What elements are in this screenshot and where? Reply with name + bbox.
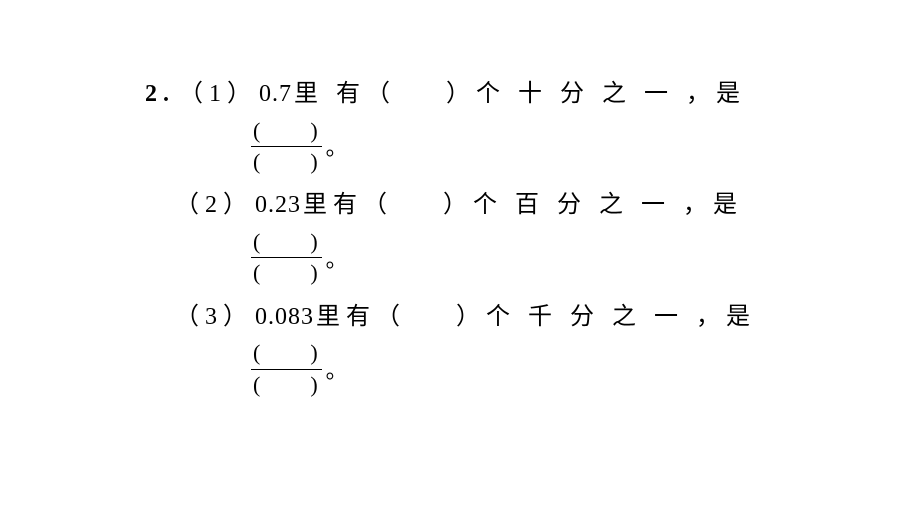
frac-2-num-close: ) — [310, 229, 319, 254]
question-line-3: （3） 0.083 里有（ ）个 千 分 之 一 ，是 — [175, 301, 805, 335]
fraction-3-denominator: () — [251, 370, 322, 398]
frac-2-den-open: ( — [253, 260, 262, 285]
period-2: 。 — [326, 242, 348, 274]
fraction-3-numerator: () — [251, 340, 322, 369]
frac-3-num-close: ) — [310, 340, 319, 365]
item-2-number: 0.23 — [255, 189, 301, 223]
question-number: 2. — [145, 78, 175, 112]
item-1-mid: 里 有（ — [294, 78, 396, 112]
fraction-2-numerator: () — [251, 229, 322, 258]
fraction-line-3: () () 。 — [251, 340, 805, 398]
frac-1-num-close: ) — [310, 118, 319, 143]
frac-2-den-close: ) — [310, 260, 319, 285]
question-line-1: 2. （1） 0.7 里 有（ ）个 十 分 之 一 ，是 — [145, 78, 805, 112]
item-1-label: （1） — [179, 78, 257, 112]
fraction-line-2: () () 。 — [251, 229, 805, 287]
item-3-number: 0.083 — [255, 301, 314, 335]
frac-1-num-open: ( — [253, 118, 262, 143]
item-1-unit: ）个 十 分 之 一 ，是 — [446, 78, 746, 112]
frac-3-den-open: ( — [253, 372, 262, 397]
frac-2-num-open: ( — [253, 229, 262, 254]
fraction-1-denominator: () — [251, 147, 322, 175]
frac-1-den-open: ( — [253, 149, 262, 174]
item-2-mid: 里有（ — [303, 189, 393, 223]
item-3-mid: 里有（ — [316, 301, 406, 335]
item-2-unit: ）个 百 分 之 一 ，是 — [443, 189, 743, 223]
question-line-2: （2） 0.23 里有（ ）个 百 分 之 一 ，是 — [175, 189, 805, 223]
item-2-label: （2） — [175, 189, 253, 223]
fraction-1: () () — [251, 118, 322, 176]
period-3: 。 — [326, 353, 348, 385]
period-1: 。 — [326, 130, 348, 162]
fraction-2-denominator: () — [251, 258, 322, 286]
fraction-3: () () — [251, 340, 322, 398]
item-3-label: （3） — [175, 301, 253, 335]
item-1-number: 0.7 — [259, 78, 292, 112]
fraction-1-numerator: () — [251, 118, 322, 147]
frac-3-num-open: ( — [253, 340, 262, 365]
frac-1-den-close: ) — [310, 149, 319, 174]
fraction-2: () () — [251, 229, 322, 287]
item-3-unit: ）个 千 分 之 一 ，是 — [456, 301, 756, 335]
question-content: 2. （1） 0.7 里 有（ ）个 十 分 之 一 ，是 () () 。 （2… — [145, 78, 805, 412]
fraction-line-1: () () 。 — [251, 118, 805, 176]
frac-3-den-close: ) — [310, 372, 319, 397]
